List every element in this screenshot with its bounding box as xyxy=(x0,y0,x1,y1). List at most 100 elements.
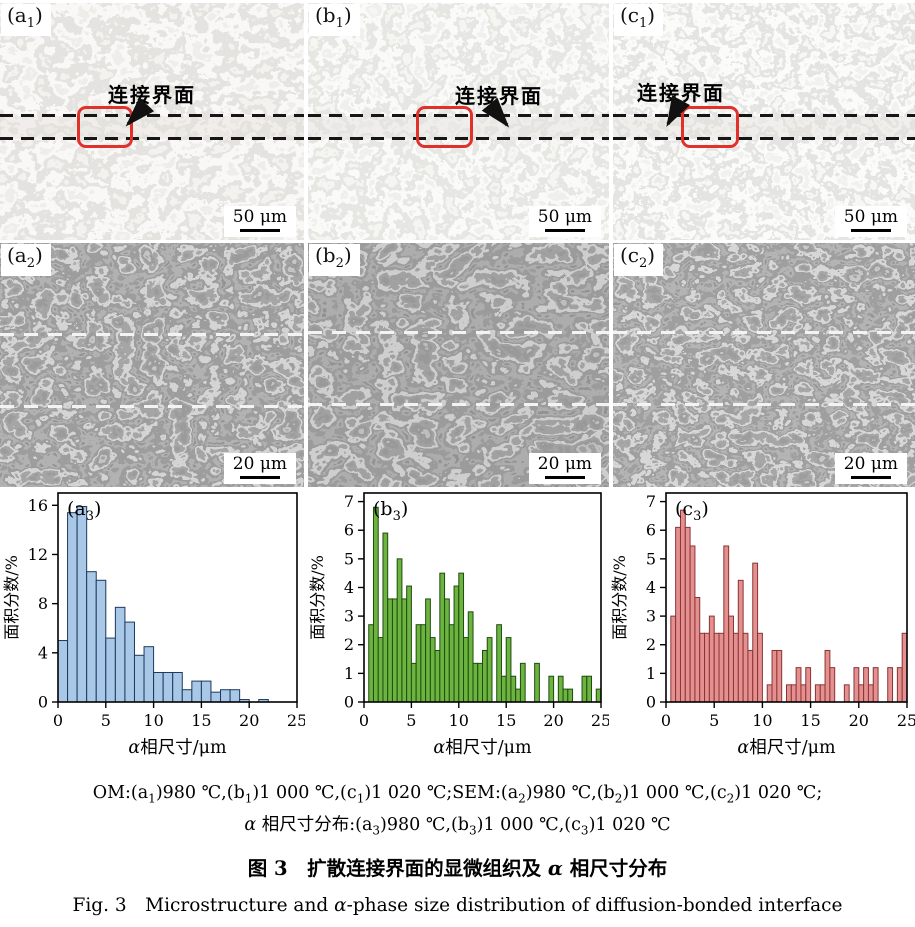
svg-text:20: 20 xyxy=(849,711,869,730)
svg-text:α相尺寸/μm: α相尺寸/μm xyxy=(737,738,836,758)
svg-text:12: 12 xyxy=(28,545,48,564)
histogram-a3: 0 5 10 15 20 25 0 4 8 12 16 (a3) 面积分数/% α相尺寸/μm xyxy=(2,488,305,765)
figure-captions: OM:(a1)980 ℃,(b1)1 000 ℃,(c1)1 020 ℃;SEM… xyxy=(0,783,915,917)
panel-label-b1: (b1) xyxy=(309,4,360,36)
interface-dashed-line-lower xyxy=(0,137,304,140)
svg-text:15: 15 xyxy=(191,711,211,730)
scale-bar: 50 μm xyxy=(528,206,601,237)
sem-micrograph-c2: (c2) 20 μm xyxy=(613,243,915,487)
interface-band xyxy=(308,116,609,139)
svg-text:面积分数/%: 面积分数/% xyxy=(610,555,629,640)
scale-bar-label: 20 μm xyxy=(843,454,898,475)
svg-text:面积分数/%: 面积分数/% xyxy=(2,555,21,640)
svg-text:25: 25 xyxy=(591,711,609,730)
scale-bar-label: 20 μm xyxy=(537,454,592,475)
om-texture xyxy=(308,3,609,240)
figure-title-zh: 图 3 扩散连接界面的显微组织及 α 相尺寸分布 xyxy=(247,856,668,880)
svg-text:面积分数/%: 面积分数/% xyxy=(308,555,327,640)
svg-text:5: 5 xyxy=(101,711,111,730)
svg-text:α相尺寸/μm: α相尺寸/μm xyxy=(128,738,227,758)
svg-text:4: 4 xyxy=(646,578,656,597)
svg-text:1: 1 xyxy=(646,664,656,683)
scale-bar-line xyxy=(850,476,891,479)
scale-bar: 50 μm xyxy=(834,206,907,237)
scale-bar: 20 μm xyxy=(834,453,907,484)
interface-dashed-line-lower xyxy=(308,403,609,406)
panel-label-b2: (b2) xyxy=(309,244,360,276)
panel-label-c1: (c1) xyxy=(614,4,664,36)
scale-bar: 20 μm xyxy=(223,453,296,484)
svg-text:6: 6 xyxy=(344,521,354,540)
scale-bar-line xyxy=(544,229,585,232)
svg-text:7: 7 xyxy=(646,492,656,511)
om-micrograph-a1: (a1) 连接界面 50 μm xyxy=(0,3,304,240)
svg-text:4: 4 xyxy=(38,643,48,662)
interface-band xyxy=(0,116,304,139)
svg-text:10: 10 xyxy=(143,711,163,730)
sem-texture xyxy=(308,243,609,487)
svg-text:2: 2 xyxy=(646,635,656,654)
svg-text:4: 4 xyxy=(344,578,354,597)
svg-text:5: 5 xyxy=(709,711,719,730)
svg-text:α相尺寸/μm: α相尺寸/μm xyxy=(433,738,532,758)
svg-text:7: 7 xyxy=(344,492,354,511)
scale-bar-label: 50 μm xyxy=(232,207,287,228)
sem-micrograph-a2: (a2) 20 μm xyxy=(0,243,304,487)
arrow-icon xyxy=(666,95,691,127)
panel-label-a2: (a2) xyxy=(1,244,51,276)
svg-text:0: 0 xyxy=(646,693,656,712)
sem-texture xyxy=(0,243,304,487)
interface-roi-box xyxy=(77,106,133,148)
scale-bar-label: 50 μm xyxy=(843,207,898,228)
svg-text:15: 15 xyxy=(800,711,820,730)
interface-dashed-line-upper xyxy=(0,333,304,336)
svg-text:(c3): (c3) xyxy=(675,498,709,524)
svg-text:25: 25 xyxy=(287,711,305,730)
arrow-icon xyxy=(481,97,510,128)
svg-text:20: 20 xyxy=(239,711,259,730)
svg-text:5: 5 xyxy=(646,549,656,568)
svg-text:(b3): (b3) xyxy=(373,498,408,524)
interface-roi-box xyxy=(681,106,739,148)
scale-bar-label: 20 μm xyxy=(232,454,287,475)
scale-bar-line xyxy=(239,229,280,232)
om-micrograph-b1: (b1) 连接界面 50 μm xyxy=(308,3,609,240)
scale-bar-line xyxy=(544,476,585,479)
scale-bar: 20 μm xyxy=(528,453,601,484)
svg-text:5: 5 xyxy=(344,549,354,568)
om-texture xyxy=(613,3,915,240)
svg-text:10: 10 xyxy=(752,711,772,730)
svg-text:8: 8 xyxy=(38,594,48,613)
svg-text:20: 20 xyxy=(543,711,563,730)
svg-text:16: 16 xyxy=(28,496,48,515)
interface-dashed-line-lower xyxy=(613,137,915,140)
scale-bar-line xyxy=(239,476,280,479)
svg-text:3: 3 xyxy=(646,607,656,626)
interface-roi-box xyxy=(416,106,473,148)
interface-dashed-line-lower xyxy=(613,403,915,406)
svg-text:15: 15 xyxy=(496,711,516,730)
svg-text:0: 0 xyxy=(53,711,63,730)
svg-text:0: 0 xyxy=(661,711,671,730)
svg-text:2: 2 xyxy=(344,635,354,654)
interface-dashed-line-upper xyxy=(308,331,609,334)
scale-bar-line xyxy=(850,229,891,232)
svg-text:5: 5 xyxy=(406,711,416,730)
panel-label-c2: (c2) xyxy=(614,244,664,276)
svg-text:1: 1 xyxy=(344,664,354,683)
interface-dashed-line-upper xyxy=(308,114,609,117)
svg-text:25: 25 xyxy=(897,711,915,730)
interface-dashed-line-upper xyxy=(613,114,915,117)
svg-text:3: 3 xyxy=(344,607,354,626)
interface-dashed-line-upper xyxy=(613,331,915,334)
scale-bar: 50 μm xyxy=(223,206,296,237)
sem-texture xyxy=(613,243,915,487)
histogram-c3: 0 5 10 15 20 25 0 1 2 3 4 5 6 7 (c3) 面积分数/% α相尺寸/μm xyxy=(610,488,915,765)
caption-line-1: OM:(a1)980 ℃,(b1)1 000 ℃,(c1)1 020 ℃;SEM… xyxy=(92,783,823,806)
svg-text:0: 0 xyxy=(344,693,354,712)
svg-text:(a3): (a3) xyxy=(67,498,101,524)
sem-micrograph-b2: (b2) 20 μm xyxy=(308,243,609,487)
om-micrograph-c1: (c1) 连接界面 50 μm xyxy=(613,3,915,240)
histogram-b3: 0 5 10 15 20 25 0 1 2 3 4 5 6 7 (b3) 面积分数/% α相尺寸/μm xyxy=(308,488,609,765)
